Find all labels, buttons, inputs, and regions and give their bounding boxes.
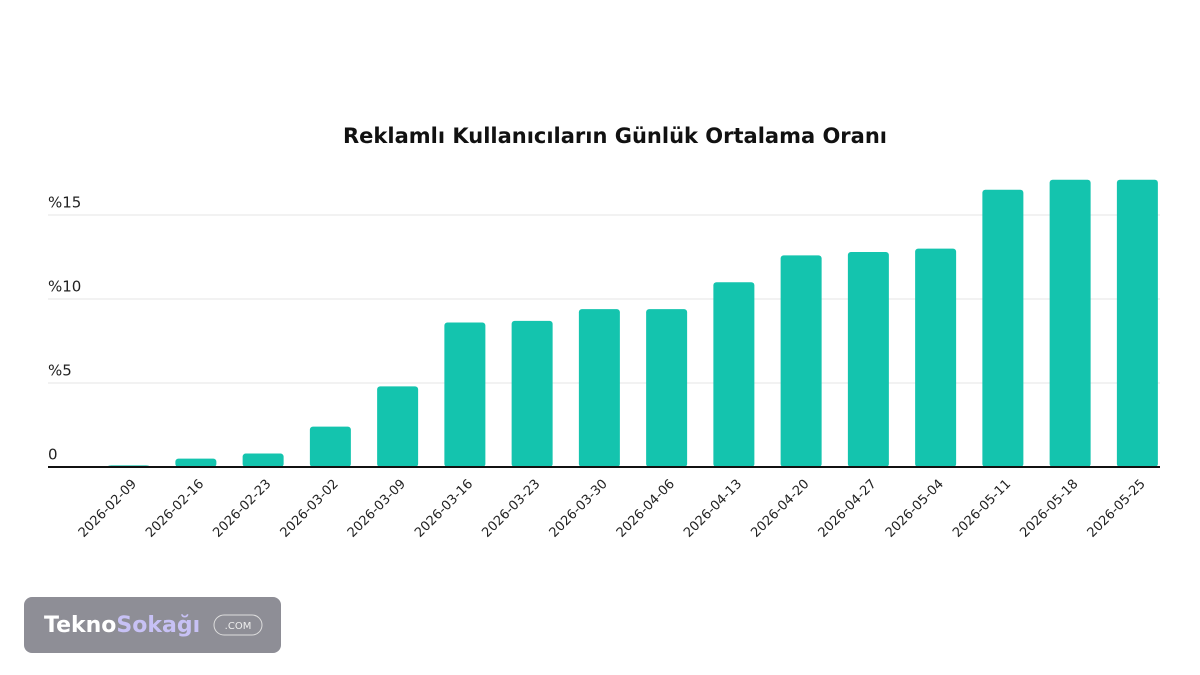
x-tick-label: 2026-04-27 [816,477,880,541]
y-tick-label: %10 [48,278,81,296]
x-tick-label: 2026-02-09 [76,477,140,541]
bar [915,248,957,467]
x-tick-label: 2026-04-13 [681,477,745,541]
y-tick-label: %5 [48,362,72,380]
x-tick-label: 2026-02-23 [210,477,274,541]
x-tick-label: 2026-03-16 [412,477,476,541]
watermark: TeknoSokağı .COM [24,597,281,653]
watermark-bg [24,597,281,653]
bar [982,189,1024,468]
bar [646,309,688,467]
x-tick-label: 2026-03-23 [479,477,543,541]
y-tick-label: %15 [48,194,81,212]
bar [175,458,217,467]
bar [242,453,284,467]
suffix-pill [213,614,263,636]
brand-first: Tekno [44,613,116,638]
x-tick-label: 2026-05-11 [950,477,1014,541]
bar [377,386,419,467]
bar [847,251,889,467]
y-tick-label: 0 [48,446,58,464]
chart-title: Reklamlı Kullanıcıların Günlük Ortalama … [343,124,887,148]
x-tick-label: 2026-03-30 [547,477,611,541]
x-tick-label: 2026-03-02 [278,477,342,541]
x-tick-label: 2026-03-09 [345,477,409,541]
watermark-suffix: .COM [225,621,252,632]
bar [780,255,822,467]
bar [511,320,553,467]
x-tick-label: 2026-05-04 [883,477,947,541]
x-tick-label: 2026-02-16 [143,477,207,541]
bar [309,426,351,467]
bar [444,322,486,467]
x-tick-label: 2026-04-06 [614,477,678,541]
bar [1116,179,1158,467]
bar [713,282,755,467]
x-tick-label: 2026-04-20 [748,477,812,541]
bar [1049,179,1091,467]
x-tick-label: 2026-05-18 [1017,477,1081,541]
x-tick-label: 2026-05-25 [1085,477,1149,541]
bar [578,309,620,467]
watermark-brand: TeknoSokağı [44,613,200,638]
brand-second: Sokağı [116,613,200,638]
